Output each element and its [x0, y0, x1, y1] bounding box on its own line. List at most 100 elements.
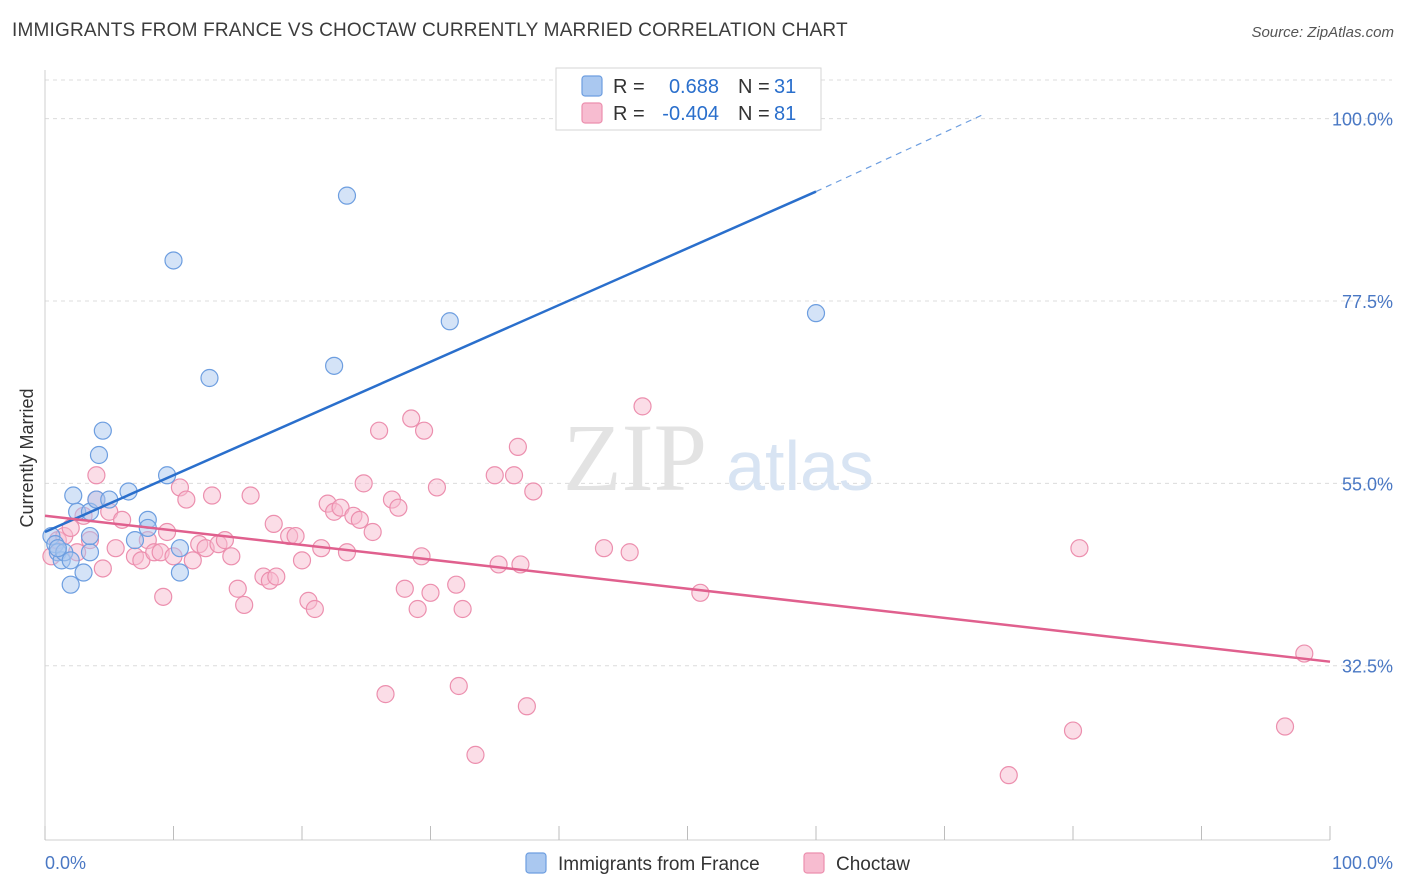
- choctaw-point-48: [350, 510, 369, 529]
- france-point-24: [170, 539, 190, 558]
- x-tick-label-end: 100.0%: [1332, 853, 1393, 873]
- choctaw-point-64: [453, 599, 472, 619]
- correlation-legend: R = 0.688 N = 31 R = -0.404 N = 81: [555, 67, 822, 131]
- choctaw-point-62: [447, 575, 466, 594]
- choctaw-point-59: [414, 421, 434, 440]
- choctaw-point-38: [286, 526, 305, 546]
- choctaw-point-63: [449, 676, 468, 696]
- choctaw-trend-line: [44, 514, 1331, 663]
- france-point-6: [61, 575, 80, 594]
- choctaw-point-49: [354, 474, 373, 493]
- france-point-27: [337, 186, 357, 205]
- chart-source: Source: ZipAtlas.com: [1251, 24, 1394, 41]
- bottom-legend-swatch-blue: [525, 852, 547, 874]
- choctaw-point-51: [370, 421, 389, 440]
- choctaw-point-11: [106, 539, 125, 558]
- france-point-12: [80, 526, 100, 546]
- watermark-zip: ZIP: [563, 404, 707, 511]
- france-trend-line: [44, 190, 817, 534]
- france-point-15: [93, 421, 112, 440]
- choctaw-point-52: [376, 685, 395, 704]
- france-point-9: [74, 563, 93, 582]
- choctaw-point-56: [402, 409, 421, 428]
- france-point-14: [89, 445, 109, 465]
- choctaw-point-78: [1063, 721, 1083, 740]
- france-point-11: [80, 543, 100, 562]
- watermark-atlas: atlas: [726, 427, 874, 505]
- choctaw-point-35: [264, 514, 283, 533]
- choctaw-point-77: [999, 766, 1018, 785]
- france-point-22: [164, 251, 183, 270]
- y-tick-label-0: 32.5%: [1342, 657, 1393, 677]
- choctaw-point-23: [183, 551, 202, 570]
- choctaw-point-30: [228, 579, 247, 598]
- legend-n-label-blue: N =: [738, 76, 770, 98]
- legend-swatch-pink: [581, 102, 603, 124]
- x-tick-labels: 0.0% 100.0%: [45, 853, 1393, 873]
- y-tick-label-3: 100.0%: [1332, 110, 1393, 130]
- choctaw-point-14: [132, 551, 151, 570]
- choctaw-point-61: [427, 478, 447, 497]
- trend-lines: [44, 114, 1331, 663]
- choctaw-point-75: [633, 397, 652, 416]
- bottom-legend-swatch-pink: [803, 852, 825, 874]
- choctaw-point-54: [389, 498, 408, 517]
- choctaw-point-41: [305, 599, 324, 619]
- choctaw-point-55: [395, 579, 414, 598]
- legend-n-value-pink: 81: [774, 103, 796, 125]
- grid-lines: [45, 79, 1392, 667]
- legend-r-label-blue: R =: [613, 76, 645, 98]
- choctaw-point-79: [1070, 539, 1089, 558]
- y-axis-label: Currently Married: [17, 388, 37, 527]
- france-trend-extension: [815, 114, 984, 193]
- y-tick-label-2: 77.5%: [1342, 292, 1393, 312]
- choctaw-point-9: [93, 559, 112, 578]
- series-legend: Immigrants from France Choctaw: [525, 852, 910, 875]
- france-point-29: [806, 304, 826, 323]
- choctaw-point-22: [177, 490, 196, 509]
- legend-n-label-pink: N =: [738, 103, 770, 125]
- choctaw-point-31: [235, 595, 254, 615]
- choctaw-point-50: [363, 522, 382, 542]
- choctaw-point-58: [412, 547, 431, 566]
- axes: [44, 70, 1331, 841]
- choctaw-point-36: [267, 567, 286, 586]
- choctaw-point-18: [154, 587, 173, 606]
- choctaw-point-67: [489, 555, 508, 574]
- chart-title: IMMIGRANTS FROM FRANCE VS CHOCTAW CURREN…: [12, 20, 848, 41]
- legend-swatch-blue: [581, 75, 603, 97]
- choctaw-point-76: [691, 583, 710, 602]
- choctaw-point-26: [202, 486, 222, 505]
- france-point-26: [325, 356, 344, 375]
- france-point-18: [125, 531, 145, 550]
- legend-r-value-blue: 0.688: [669, 76, 719, 98]
- choctaw-point-80: [1275, 717, 1295, 736]
- choctaw-point-57: [408, 599, 427, 619]
- legend-r-value-pink: -0.404: [662, 103, 719, 125]
- choctaw-point-74: [620, 543, 639, 562]
- bottom-legend-label-blue: Immigrants from France: [558, 854, 760, 875]
- choctaw-point-19: [157, 522, 177, 542]
- choctaw-point-28: [215, 531, 234, 550]
- legend-r-label-pink: R =: [613, 103, 645, 125]
- legend-n-value-blue: 31: [774, 76, 796, 98]
- y-tick-label-1: 55.0%: [1342, 474, 1393, 494]
- france-point-7: [64, 486, 83, 505]
- bottom-legend-label-pink: Choctaw: [836, 854, 910, 875]
- france-point-23: [170, 563, 190, 582]
- france-points: [42, 186, 826, 594]
- choctaw-point-68: [504, 466, 524, 485]
- france-point-5: [61, 551, 80, 570]
- choctaw-point-73: [594, 539, 614, 558]
- choctaw-point-71: [517, 697, 536, 716]
- choctaw-point-8: [87, 466, 106, 485]
- france-point-28: [440, 312, 459, 331]
- choctaw-point-46: [337, 543, 357, 562]
- choctaw-point-66: [485, 466, 504, 485]
- france-point-30: [48, 539, 67, 558]
- choctaw-point-45: [331, 498, 350, 517]
- choctaw-point-72: [524, 482, 543, 501]
- x-tick-label-start: 0.0%: [45, 853, 86, 873]
- choctaw-point-39: [292, 551, 312, 570]
